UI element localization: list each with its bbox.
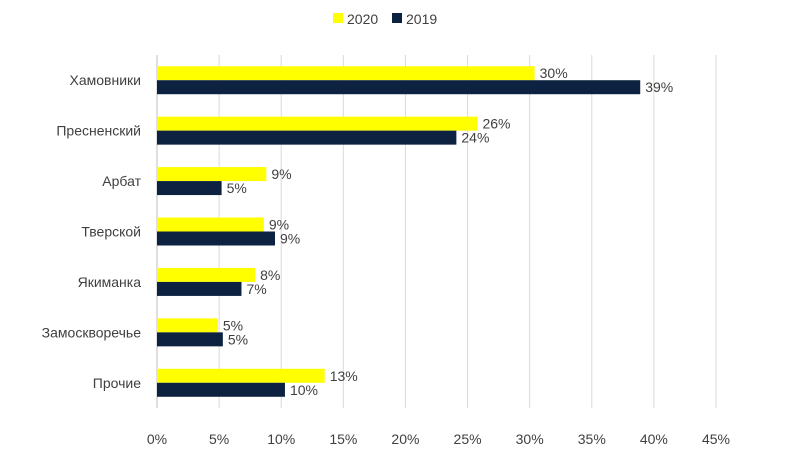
x-tick-label: 45% bbox=[702, 431, 730, 447]
data-label-2020-0: 30% bbox=[540, 65, 568, 81]
bar-2020-4 bbox=[157, 267, 256, 282]
category-label: Арбат bbox=[102, 173, 141, 189]
x-tick-label: 0% bbox=[147, 431, 167, 447]
data-label-2019-0: 39% bbox=[645, 79, 673, 95]
x-tick-label: 20% bbox=[391, 431, 419, 447]
bar-2020-2 bbox=[157, 167, 267, 182]
data-label-2019-1: 24% bbox=[461, 130, 489, 146]
data-labels: 30%39%26%24%9%5%9%9%8%7%5%5%13%10% bbox=[223, 65, 673, 398]
x-axis-tick-labels: 0% 5% 10% 15% 20% 25% 30% 35% 40% 45% bbox=[147, 431, 730, 447]
bar-2020-6 bbox=[157, 368, 325, 383]
data-label-2020-3: 9% bbox=[269, 217, 289, 233]
data-label-2020-5: 5% bbox=[223, 317, 243, 333]
bar-2019-6 bbox=[157, 382, 285, 397]
x-tick-label: 35% bbox=[578, 431, 606, 447]
x-tick-label: 30% bbox=[516, 431, 544, 447]
bar-2019-5 bbox=[157, 332, 223, 347]
data-label-2020-1: 26% bbox=[482, 116, 510, 132]
data-label-2019-4: 7% bbox=[246, 281, 266, 297]
bar-2019-0 bbox=[157, 80, 641, 95]
legend-swatch-2020 bbox=[333, 13, 343, 23]
gridlines bbox=[156, 55, 717, 408]
data-label-2019-5: 5% bbox=[228, 331, 248, 347]
legend-label-2019: 2019 bbox=[406, 11, 437, 27]
category-label: Прочие bbox=[93, 375, 141, 391]
legend: 2020 2019 bbox=[333, 11, 437, 27]
legend-label-2020: 2020 bbox=[347, 11, 378, 27]
category-label: Тверской bbox=[81, 224, 141, 240]
category-label: Замоскворечье bbox=[42, 324, 142, 340]
data-label-2019-2: 5% bbox=[227, 180, 247, 196]
bar-2020-1 bbox=[157, 116, 478, 131]
x-tick-label: 10% bbox=[267, 431, 295, 447]
bars bbox=[157, 66, 641, 397]
data-label-2020-2: 9% bbox=[271, 166, 291, 182]
x-tick-label: 15% bbox=[329, 431, 357, 447]
bar-2020-3 bbox=[157, 217, 264, 232]
data-label-2020-4: 8% bbox=[260, 267, 280, 283]
bar-2019-3 bbox=[157, 231, 276, 246]
category-label: Хамовники bbox=[70, 72, 141, 88]
category-label: Якиманка bbox=[78, 274, 142, 290]
bar-2020-0 bbox=[157, 66, 535, 81]
x-tick-label: 40% bbox=[640, 431, 668, 447]
bar-2019-1 bbox=[157, 130, 457, 145]
data-label-2020-6: 13% bbox=[330, 368, 358, 384]
bar-2019-4 bbox=[157, 281, 242, 296]
bar-2019-2 bbox=[157, 181, 222, 196]
category-label: Пресненский bbox=[56, 123, 141, 139]
x-tick-label: 5% bbox=[209, 431, 229, 447]
x-tick-label: 25% bbox=[454, 431, 482, 447]
category-labels: Хамовники Пресненский Арбат Тверской Якиманк… bbox=[42, 72, 142, 391]
data-label-2019-3: 9% bbox=[280, 231, 300, 247]
legend-swatch-2019 bbox=[392, 13, 402, 23]
bar-2020-5 bbox=[157, 318, 218, 333]
data-label-2019-6: 10% bbox=[290, 382, 318, 398]
